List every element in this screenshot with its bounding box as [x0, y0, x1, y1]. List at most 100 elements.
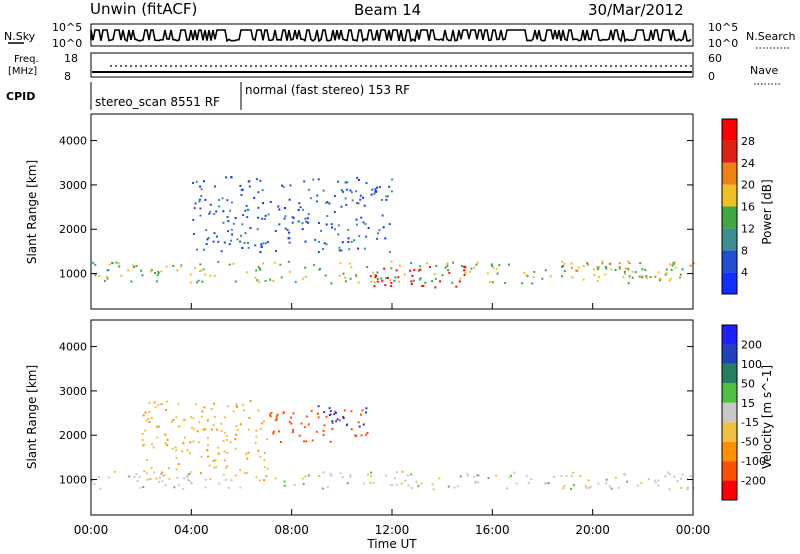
- heatmap-cell: [248, 180, 251, 183]
- heatmap-cell: [646, 277, 648, 280]
- heatmap-cell: [686, 486, 689, 489]
- heatmap-cell: [205, 229, 208, 232]
- heatmap-cell: [570, 475, 573, 477]
- colorbar-swatch: [722, 119, 737, 141]
- heatmap-cell: [246, 208, 249, 211]
- y-tick-label: 3000: [59, 385, 87, 398]
- heatmap-cell: [145, 459, 148, 462]
- heatmap-cell: [115, 261, 118, 264]
- heatmap-cell: [624, 273, 627, 276]
- heatmap-cell: [234, 280, 237, 283]
- heatmap-cell: [669, 277, 672, 280]
- heatmap-cell: [230, 176, 233, 179]
- heatmap-cell: [154, 406, 157, 409]
- heatmap-cell: [384, 237, 387, 240]
- heatmap-cell: [570, 487, 572, 490]
- heatmap-cell: [226, 199, 229, 202]
- heatmap-cell: [200, 455, 203, 458]
- heatmap-cell: [156, 436, 159, 439]
- heatmap-cell: [362, 423, 365, 426]
- heatmap-cell: [153, 401, 156, 404]
- heatmap-cell: [165, 409, 168, 412]
- heatmap-cell: [431, 483, 434, 486]
- heatmap-cell: [355, 275, 358, 278]
- heatmap-cell: [381, 279, 384, 282]
- heatmap-cell: [206, 419, 209, 422]
- heatmap-cell: [378, 229, 381, 232]
- heatmap-cell: [363, 204, 366, 207]
- heatmap-cell: [155, 477, 158, 480]
- heatmap-cell: [133, 475, 136, 478]
- heatmap-cell: [200, 269, 203, 272]
- heatmap-cell: [413, 268, 416, 271]
- heatmap-cell: [259, 456, 262, 459]
- heatmap-cell: [275, 415, 278, 418]
- colorbar-tick-label: 8: [741, 244, 748, 257]
- heatmap-cell: [668, 279, 671, 282]
- heatmap-cell: [350, 428, 353, 431]
- heatmap-cell: [240, 234, 242, 237]
- heatmap-cell: [156, 274, 159, 277]
- x-tick-label: 04:00: [174, 523, 209, 537]
- heatmap-cell: [227, 486, 230, 489]
- heatmap-cell: [282, 185, 285, 188]
- heatmap-cell: [228, 243, 231, 246]
- heatmap-cell: [288, 231, 291, 234]
- heatmap-cell: [207, 455, 209, 458]
- heatmap-cell: [506, 487, 508, 490]
- heatmap-cell: [401, 470, 404, 473]
- heatmap-cell: [601, 260, 604, 263]
- heatmap-cell: [532, 276, 535, 279]
- heatmap-cell: [143, 470, 146, 472]
- heatmap-cell: [283, 217, 286, 220]
- heatmap-cell: [214, 185, 216, 188]
- heatmap-cell: [475, 263, 478, 266]
- heatmap-cell: [246, 216, 249, 219]
- heatmap-cell: [235, 433, 238, 436]
- heatmap-cell: [275, 417, 278, 420]
- heatmap-cell: [294, 280, 297, 283]
- heatmap-cell: [297, 220, 300, 223]
- heatmap-cell: [322, 430, 325, 433]
- heatmap-cell: [597, 266, 600, 269]
- site-title: Unwin (fitACF): [90, 0, 197, 18]
- heatmap-cell: [221, 197, 224, 200]
- heatmap-cell: [209, 274, 212, 277]
- heatmap-cell: [264, 452, 266, 455]
- heatmap-cell: [372, 271, 375, 274]
- power-ylabel: Slant Range [km]: [25, 160, 39, 264]
- heatmap-cell: [222, 210, 225, 213]
- heatmap-cell: [204, 273, 207, 276]
- heatmap-cell: [387, 195, 389, 198]
- heatmap-cell: [229, 209, 232, 212]
- heatmap-cell: [384, 474, 387, 477]
- colorbar-swatch: [722, 184, 737, 207]
- velocity-ylabel: Slant Range [km]: [25, 365, 39, 469]
- heatmap-cell: [561, 265, 563, 268]
- heatmap-cell: [257, 409, 260, 412]
- heatmap-cell: [286, 229, 289, 232]
- heatmap-cell: [225, 438, 228, 441]
- x-tick-label: 12:00: [375, 523, 410, 537]
- heatmap-cell: [259, 179, 262, 182]
- heatmap-cell: [429, 266, 431, 268]
- heatmap-cell: [97, 475, 100, 478]
- heatmap-cell: [358, 425, 361, 428]
- heatmap-cell: [202, 268, 205, 271]
- heatmap-cell: [572, 484, 575, 487]
- heatmap-cell: [239, 184, 242, 187]
- heatmap-cell: [385, 195, 388, 198]
- heatmap-cell: [196, 430, 199, 433]
- heatmap-cell: [491, 264, 494, 267]
- heatmap-cell: [241, 247, 244, 249]
- heatmap-cell: [358, 235, 361, 238]
- heatmap-cell: [180, 265, 183, 268]
- heatmap-cell: [331, 427, 334, 430]
- heatmap-cell: [181, 450, 184, 453]
- heatmap-cell: [302, 208, 304, 211]
- heatmap-cell: [178, 425, 181, 428]
- heatmap-cell: [249, 227, 252, 230]
- heatmap-cell: [459, 277, 462, 280]
- heatmap-cell: [215, 466, 218, 469]
- heatmap-cell: [151, 443, 154, 446]
